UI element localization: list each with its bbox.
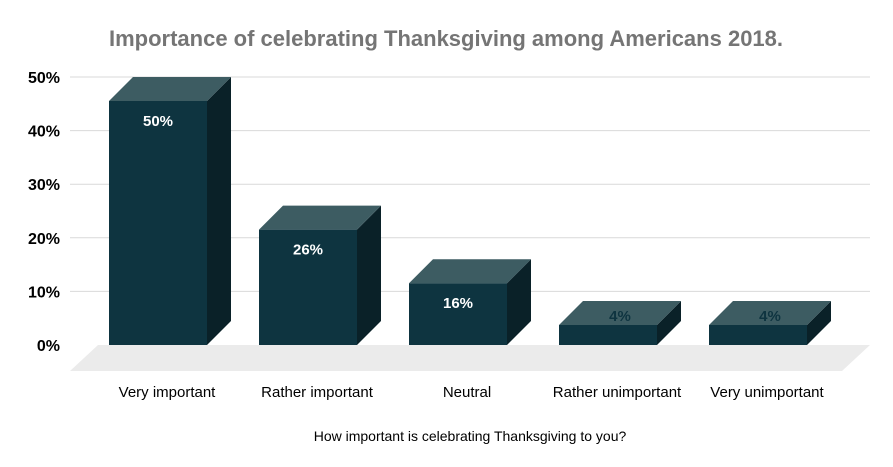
y-tick-label: 10% bbox=[28, 284, 60, 301]
bar-side bbox=[207, 77, 231, 345]
y-axis-ticks: 0% 10% 20% 30% 40% 50% bbox=[28, 70, 60, 355]
bar-side bbox=[657, 301, 681, 345]
y-tick-label: 20% bbox=[28, 231, 60, 248]
bar: 4% bbox=[559, 301, 681, 345]
bar-side bbox=[507, 259, 531, 345]
bar-top bbox=[409, 259, 531, 284]
bar: 50% bbox=[109, 77, 231, 345]
bar-front bbox=[559, 325, 657, 345]
bar-side bbox=[807, 301, 831, 345]
x-tick-label: Rather important bbox=[261, 384, 374, 401]
x-tick-label: Rather unimportant bbox=[553, 384, 682, 401]
bar: 26% bbox=[259, 205, 381, 345]
bar: 4% bbox=[709, 301, 831, 345]
bar-front bbox=[259, 229, 357, 345]
x-axis-label: How important is celebrating Thanksgivin… bbox=[314, 428, 627, 444]
x-tick-label: Very unimportant bbox=[710, 384, 824, 401]
data-label: 16% bbox=[443, 295, 473, 312]
chart-title: Importance of celebrating Thanksgiving a… bbox=[109, 26, 783, 51]
bar: 16% bbox=[409, 259, 531, 345]
bar-side bbox=[357, 205, 381, 345]
bar-front bbox=[709, 325, 807, 345]
bar-top bbox=[109, 77, 231, 101]
bar-top bbox=[709, 301, 831, 325]
y-tick-label: 40% bbox=[28, 124, 60, 141]
x-tick-label: Neutral bbox=[443, 384, 491, 401]
y-tick-label: 0% bbox=[37, 338, 60, 355]
bar-front bbox=[409, 283, 507, 345]
bar-top bbox=[259, 205, 381, 230]
x-tick-label: Very important bbox=[119, 384, 217, 401]
data-label: 4% bbox=[759, 308, 781, 325]
data-label: 4% bbox=[609, 308, 631, 325]
y-tick-label: 50% bbox=[28, 70, 60, 87]
chart-floor bbox=[70, 345, 870, 371]
bar-top bbox=[559, 301, 681, 325]
bar-front bbox=[109, 101, 207, 345]
bars: 50% 26% 16% 4% 4% bbox=[109, 77, 831, 345]
y-tick-label: 30% bbox=[28, 177, 60, 194]
data-label: 50% bbox=[143, 113, 173, 130]
x-axis-ticks: Very important Rather important Neutral Rat… bbox=[119, 384, 825, 401]
data-label: 26% bbox=[293, 242, 323, 259]
